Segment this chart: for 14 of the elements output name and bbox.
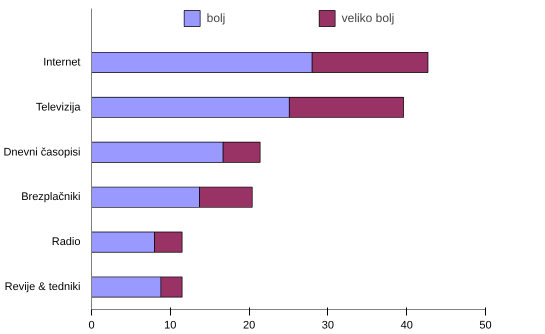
x-tick-label: 20 xyxy=(242,320,256,332)
y-tick-label: Televizija xyxy=(36,101,82,114)
legend-label: veliko bolj xyxy=(342,11,394,25)
legend-label: bolj xyxy=(206,11,226,25)
x-tick-label: 30 xyxy=(322,320,334,332)
x-tick-label: 50 xyxy=(479,320,492,332)
y-tick-label: Internet xyxy=(43,56,81,68)
y-tick-label: Brezplačniki xyxy=(21,191,81,204)
x-tick-label: 10 xyxy=(164,320,176,332)
y-tick-label: Dnevni časopisi xyxy=(3,146,81,158)
x-tick-label: 0 xyxy=(88,320,95,332)
y-tick-label: Radio xyxy=(52,236,81,248)
x-tick-label: 40 xyxy=(400,320,413,332)
y-tick-label: Revije & tedniki xyxy=(4,281,81,294)
